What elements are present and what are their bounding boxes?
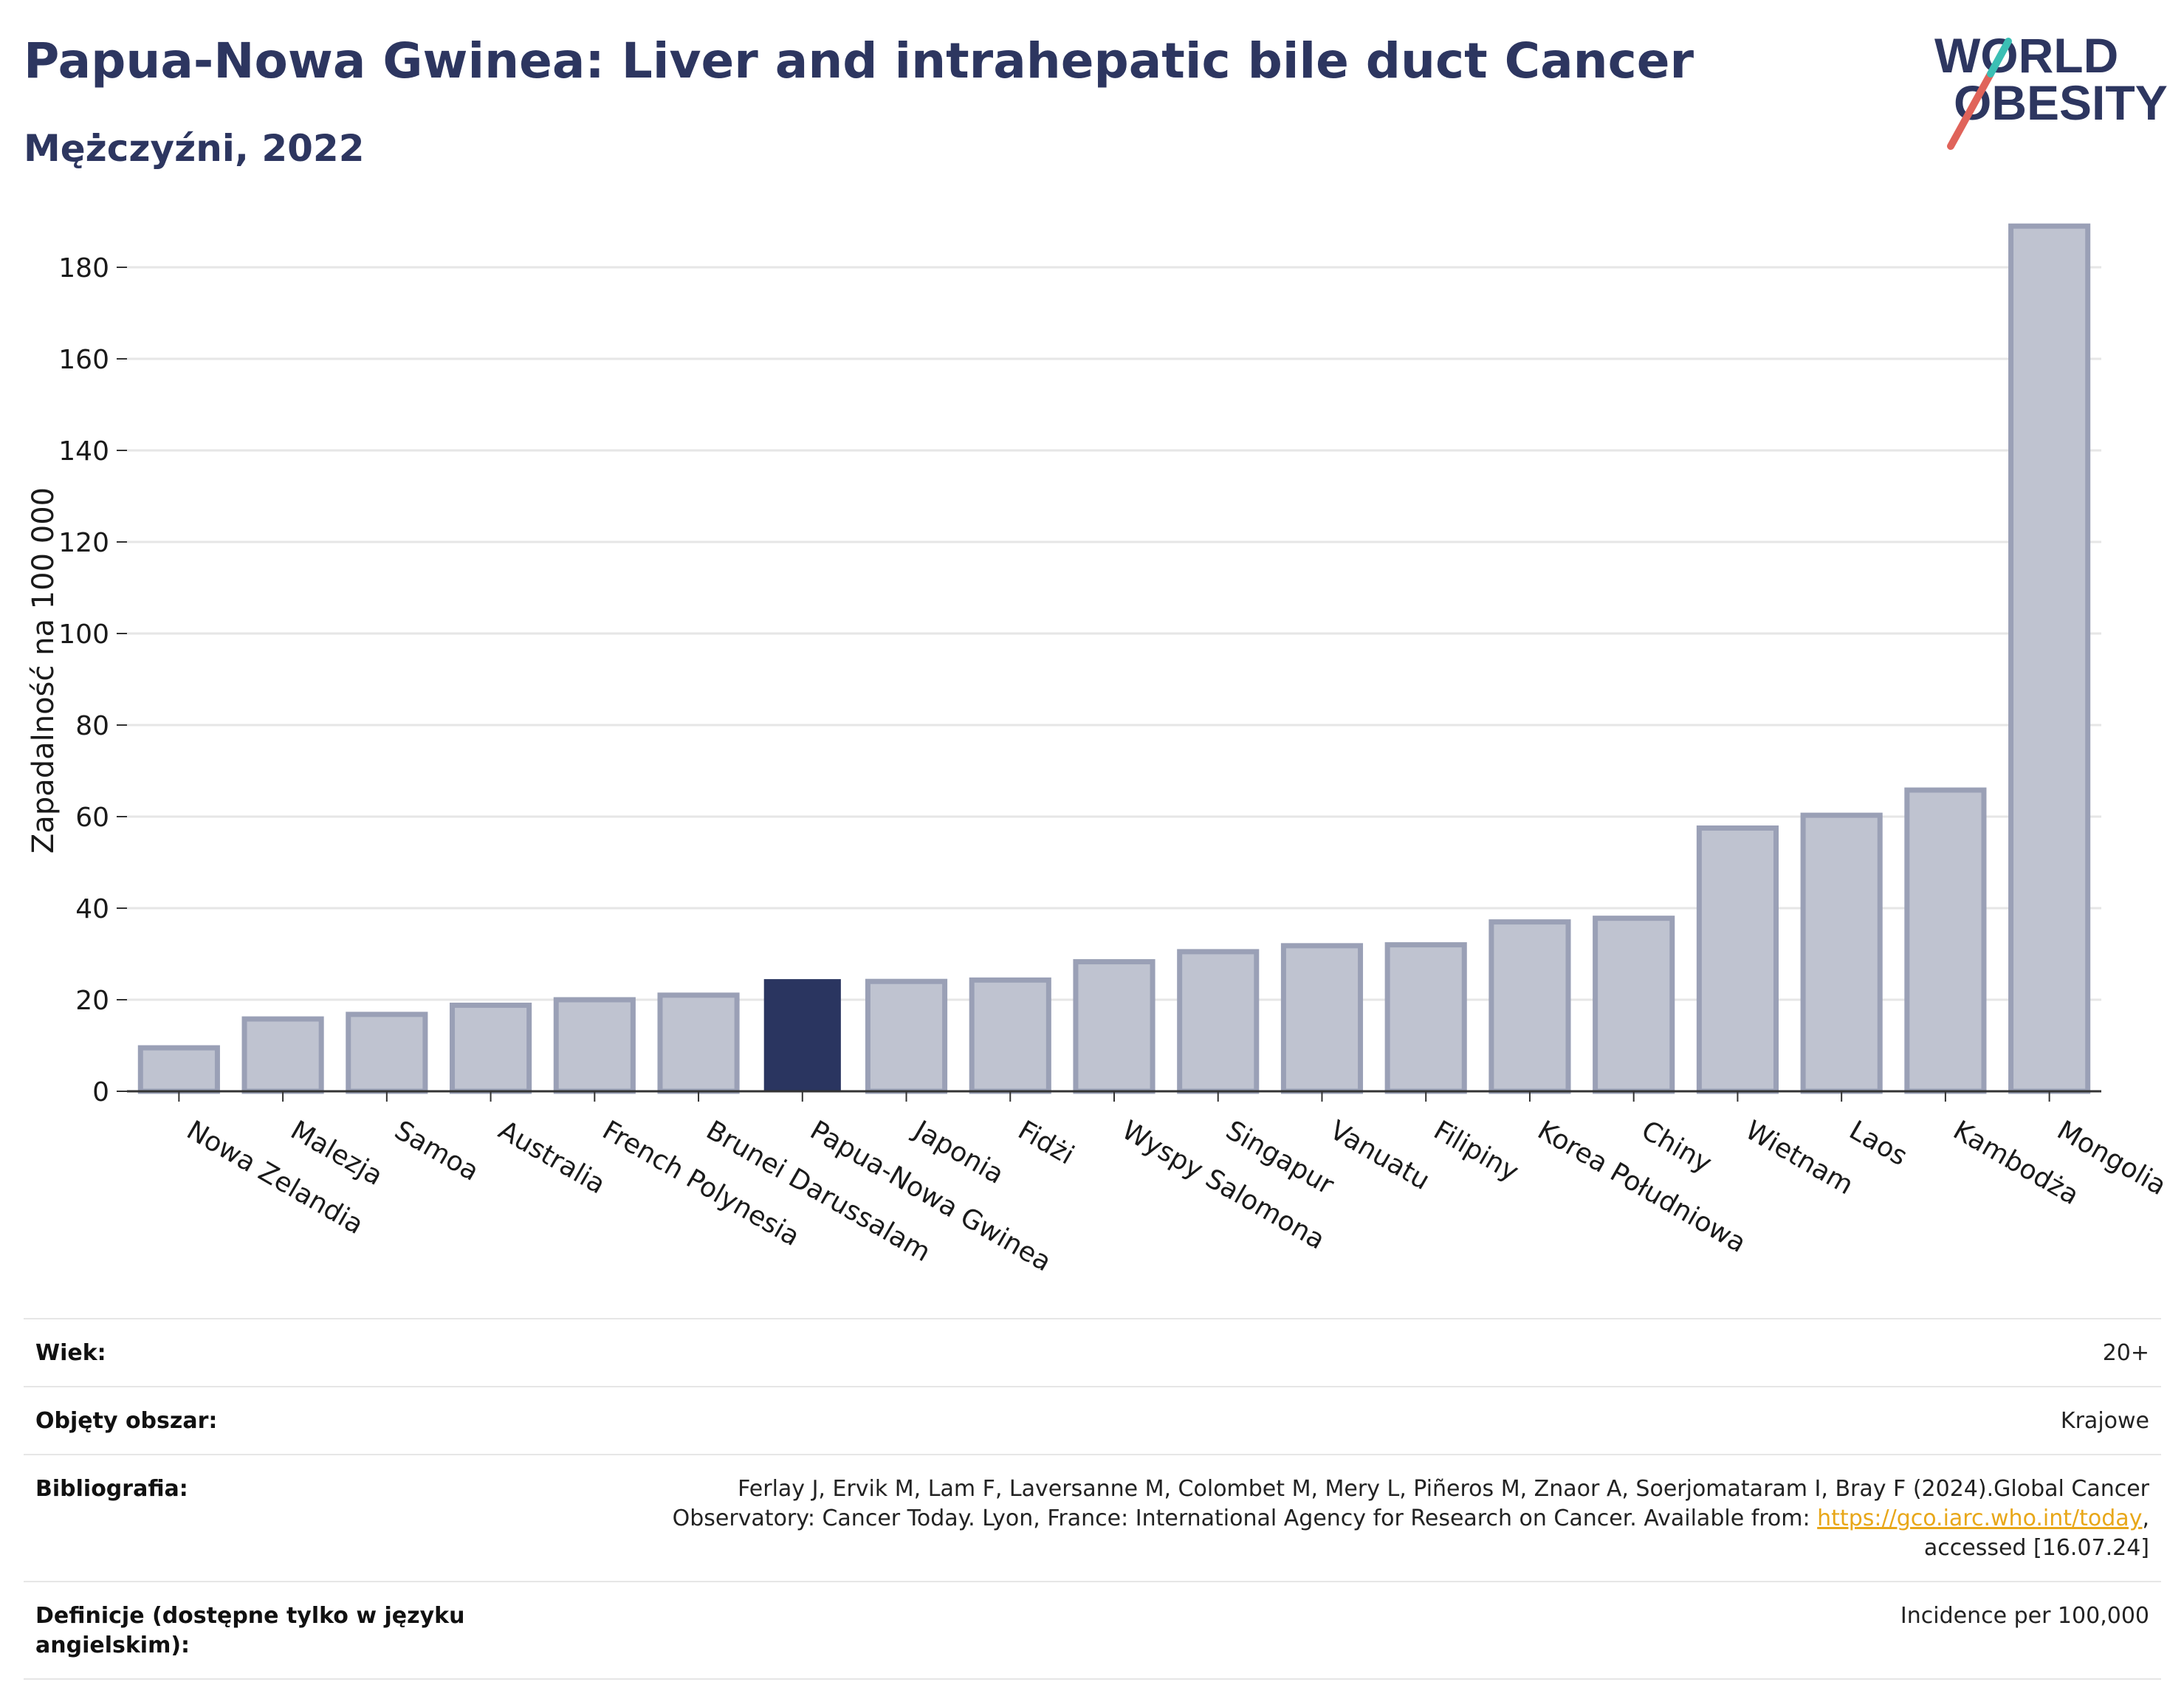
bar-papua-nowa-gwinea bbox=[763, 979, 841, 1091]
definitions-value: Incidence per 100,000 bbox=[1900, 1603, 2149, 1629]
x-tick-label: French Polynesia bbox=[597, 1115, 805, 1252]
bibliography-value: Ferlay J, Ervik M, Lam F, Laversanne M, … bbox=[493, 1474, 2149, 1563]
x-tick-label: Samoa bbox=[389, 1115, 484, 1187]
bar-chiny bbox=[1593, 916, 1675, 1094]
bar-laos bbox=[1800, 812, 1883, 1094]
x-tick-label: Fidżi bbox=[1013, 1115, 1079, 1170]
x-tick-label: Laos bbox=[1844, 1115, 1912, 1172]
definitions-label: Definicje (dostępne tylko w języku angie… bbox=[35, 1603, 465, 1658]
logo-slash-red bbox=[1947, 70, 1994, 150]
bar-fidżi bbox=[969, 977, 1051, 1094]
logo-line1: WORLD bbox=[1934, 28, 2118, 83]
info-row-coverage: Objęty obszar: Krajowe bbox=[24, 1386, 2161, 1454]
x-tick-label: Nowa Zelandia bbox=[182, 1115, 368, 1240]
bar-vanuatu bbox=[1280, 943, 1364, 1094]
logo-line2: OBESITY bbox=[1954, 75, 2168, 130]
bar-samoa bbox=[346, 1012, 428, 1094]
chart-subtitle: Mężczyźni, 2022 bbox=[24, 127, 365, 170]
bar-australia bbox=[450, 1002, 532, 1094]
bibliography-label: Bibliografia: bbox=[35, 1476, 188, 1502]
source-link[interactable]: https://gco.iarc.who.int/today bbox=[1817, 1506, 2143, 1531]
y-tick-label: 120 bbox=[58, 528, 109, 558]
bar-wyspy-salomona bbox=[1073, 959, 1155, 1094]
bar-filipiny bbox=[1384, 942, 1467, 1094]
y-tick-label: 140 bbox=[58, 436, 109, 467]
bibliography-line2: Observatory: Cancer Today. Lyon, France:… bbox=[672, 1506, 1818, 1531]
age-value: 20+ bbox=[2102, 1340, 2149, 1366]
coverage-label: Objęty obszar: bbox=[35, 1408, 218, 1434]
bar-japonia bbox=[865, 978, 948, 1094]
bar-nowa-zelandia bbox=[137, 1045, 220, 1094]
logo-slash-teal bbox=[1987, 38, 2012, 78]
bar-brunei-darussalam bbox=[657, 992, 740, 1094]
x-tick-label: Australia bbox=[493, 1115, 610, 1200]
chart-title: Papua-Nowa Gwinea: Liver and intrahepati… bbox=[24, 32, 1694, 89]
x-tick-label: Wietnam bbox=[1740, 1115, 1858, 1201]
info-row-bibliography: Bibliografia: Ferlay J, Ervik M, Lam F, … bbox=[24, 1454, 2161, 1581]
coverage-value: Krajowe bbox=[2060, 1408, 2149, 1434]
bar-french-polynesia bbox=[553, 997, 636, 1094]
bar-malezja bbox=[241, 1016, 324, 1094]
y-tick-label: 40 bbox=[75, 894, 109, 924]
bibliography-line2-end: , bbox=[2142, 1506, 2149, 1531]
bar-kambodża bbox=[1904, 787, 1987, 1094]
y-tick-label: 180 bbox=[58, 253, 109, 284]
y-axis-label: Zapadalność na 100 000 bbox=[27, 487, 61, 854]
age-label: Wiek: bbox=[35, 1340, 106, 1366]
bar-singapur bbox=[1177, 949, 1260, 1094]
info-table: Wiek: 20+ Objęty obszar: Krajowe Bibliog… bbox=[24, 1318, 2161, 1680]
y-tick-label: 160 bbox=[58, 345, 109, 375]
bar-korea-południowa bbox=[1488, 919, 1571, 1094]
bar-mongolia bbox=[2008, 223, 2091, 1094]
info-row-definitions: Definicje (dostępne tylko w języku angie… bbox=[24, 1581, 2161, 1680]
info-row-age: Wiek: 20+ bbox=[24, 1318, 2161, 1386]
y-tick-label: 80 bbox=[75, 711, 109, 741]
world-obesity-logo: WORLD OBESITY bbox=[1934, 28, 2168, 150]
bar-wietnam bbox=[1696, 825, 1779, 1094]
bars bbox=[137, 223, 2091, 1094]
x-tick-label: Filipiny bbox=[1429, 1115, 1524, 1187]
bibliography-line1: Ferlay J, Ervik M, Lam F, Laversanne M, … bbox=[738, 1476, 2149, 1502]
x-tick-label: Vanuatu bbox=[1325, 1115, 1435, 1196]
y-tick-label: 60 bbox=[75, 803, 109, 833]
y-tick-label: 0 bbox=[92, 1077, 109, 1108]
y-tick-label: 20 bbox=[75, 986, 109, 1016]
y-tick-label: 100 bbox=[58, 619, 109, 650]
bibliography-line3: accessed [16.07.24] bbox=[1923, 1535, 2149, 1561]
x-tick-label: Chiny bbox=[1636, 1115, 1717, 1179]
